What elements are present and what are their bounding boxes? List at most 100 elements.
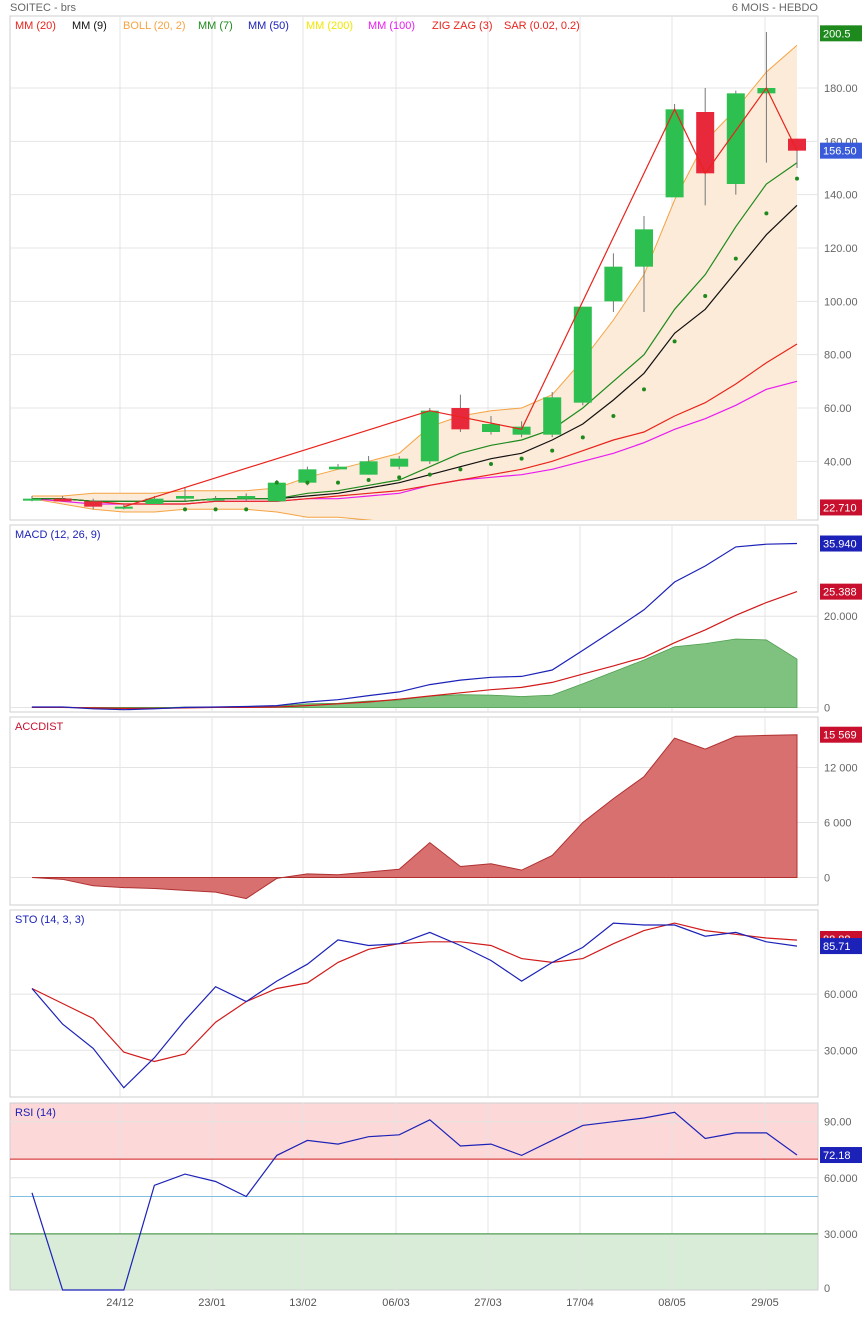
y-tick-label: 60.00 (824, 403, 852, 415)
zigzag-line (123, 86, 798, 508)
value-badge (820, 25, 862, 42)
value-badge (820, 499, 862, 516)
y-tick-label: 180.00 (824, 83, 858, 95)
x-tick-label: 13/02 (289, 1297, 317, 1309)
candle-body (145, 498, 164, 504)
candle-body (420, 410, 439, 462)
panel-title: MACD (12, 26, 9) (15, 529, 101, 541)
panel-border (9, 716, 819, 906)
panel-title: STO (14, 3, 3) (15, 914, 85, 926)
rsi-oversold-zone (10, 1233, 818, 1290)
legend-item: MM (7) (198, 20, 233, 32)
y-tick-label: 90.00 (824, 1117, 852, 1129)
legend-item: SAR (0.02, 0.2) (504, 20, 580, 32)
sar-dot (519, 456, 524, 461)
legend-item: MM (100) (368, 20, 415, 32)
candle-body (604, 266, 623, 302)
sar-dot (336, 480, 340, 485)
candle-body (176, 496, 194, 499)
y-tick-label: 6 000 (824, 817, 852, 829)
candle-body (298, 469, 317, 483)
price-series (23, 32, 806, 520)
panel-title: RSI (14) (15, 1107, 56, 1119)
bollinger-upper-line (32, 44, 798, 497)
legend-item: MM (20) (15, 20, 56, 32)
candle-body (451, 408, 470, 430)
macd-histogram (31, 638, 798, 710)
candle-body (696, 112, 715, 174)
legend-item: MM (9) (72, 20, 107, 32)
value-badge-label: 72.18 (823, 1150, 851, 1162)
value-badge (820, 726, 862, 743)
panel-4: 30.000 60.000 90.00 0 RSI (14) 72.18 (9, 1102, 862, 1295)
y-tick-label: 40.00 (824, 456, 852, 468)
sar-dot (795, 176, 799, 181)
candle-body (23, 498, 41, 501)
bollinger-band-fill (32, 45, 797, 520)
legend-item: MM (50) (248, 20, 289, 32)
y-tick-label: 20.000 (824, 611, 858, 623)
sar-dot (642, 387, 646, 392)
sar-dot (427, 472, 432, 477)
candle-body (84, 501, 103, 507)
candle-body (237, 496, 256, 499)
candle-body (267, 482, 286, 502)
sar-dot (611, 414, 616, 418)
y-tick-label: 30.000 (824, 1229, 858, 1241)
candle-body (635, 229, 653, 267)
sar-dot (397, 475, 402, 480)
panel-0: 40.0060.0080.00100.00120.00140.00160.001… (9, 15, 862, 521)
candle-body (390, 458, 409, 467)
y-tick-label: 60.000 (824, 989, 858, 1001)
sar-dot (580, 435, 585, 440)
y-tick-label: 60.000 (824, 1173, 858, 1185)
y-tick-label: 0 (824, 1283, 830, 1295)
value-badge (820, 142, 862, 159)
candle-body (512, 426, 531, 435)
value-badge-label: 85.71 (823, 941, 851, 953)
y-tick-label: 80.00 (824, 350, 852, 362)
candle-body (573, 306, 592, 403)
candle-body (359, 461, 378, 475)
value-badge (820, 583, 862, 600)
y-tick-label: 0 (824, 872, 830, 884)
candle-body (206, 498, 225, 501)
sar-dot (672, 339, 677, 344)
sar-dot (274, 480, 279, 485)
candle-body (543, 397, 562, 435)
candle-body (788, 138, 806, 151)
legend-item: ZIG ZAG (3) (432, 20, 493, 32)
panel-border (9, 524, 819, 713)
x-tick-label: 23/01 (198, 1297, 226, 1309)
y-tick-label: 0 (824, 702, 830, 714)
rsi-line (31, 1111, 798, 1291)
y-tick-label: 140.00 (824, 190, 858, 202)
rsi-overbought-zone (10, 1103, 818, 1160)
chart-title: SOITEC - brs (10, 2, 77, 14)
y-tick-label: 120.00 (824, 243, 858, 255)
sar-dot (550, 448, 555, 453)
sar-dot (213, 507, 218, 512)
panel-border (9, 909, 819, 1098)
sar-dot (733, 256, 738, 261)
value-badge-label: 22.710 (823, 502, 857, 514)
y-tick-label: 100.00 (824, 296, 858, 308)
candle-body (329, 466, 347, 470)
value-badge-label: 35.940 (823, 539, 857, 551)
sar-dot (703, 294, 708, 298)
x-tick-label: 24/12 (106, 1297, 134, 1309)
sar-dot (183, 507, 187, 512)
x-tick-label: 27/03 (474, 1297, 502, 1309)
sar-dot (305, 480, 310, 485)
sar-dot (244, 507, 249, 512)
candle-body (665, 109, 684, 198)
candle-body (482, 424, 500, 432)
y-tick-label: 30.000 (824, 1045, 858, 1057)
value-badge-label: 15 569 (823, 730, 857, 742)
value-badge (820, 535, 862, 552)
x-tick-label: 29/05 (751, 1297, 779, 1309)
value-badge (820, 1147, 862, 1164)
panel-title: ACCDIST (15, 721, 64, 733)
